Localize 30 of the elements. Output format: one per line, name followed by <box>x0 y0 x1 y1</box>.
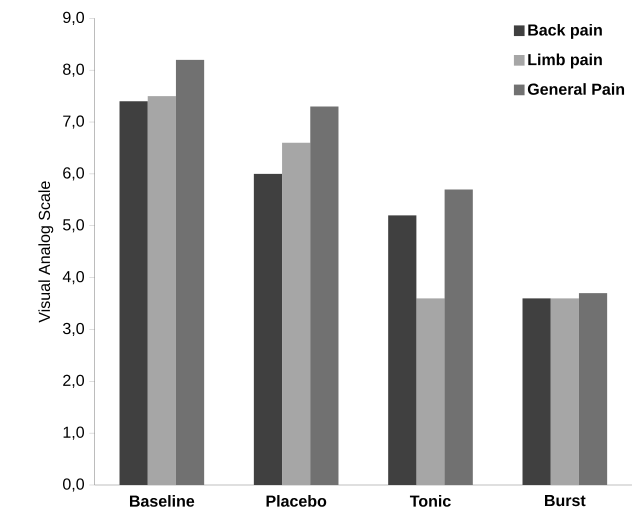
bar <box>388 215 416 485</box>
x-tick-label: Burst <box>545 494 586 506</box>
x-tick-label: Placebo <box>266 494 326 507</box>
legend-label: Limb pain <box>528 53 602 68</box>
y-tick-label: 5,0 <box>63 219 84 232</box>
bar <box>522 298 551 485</box>
y-tick-label: 8,0 <box>63 63 84 77</box>
bar <box>282 142 310 485</box>
y-tick-label: 2,0 <box>63 374 84 388</box>
bar <box>550 298 579 485</box>
y-tick-label: 7,0 <box>63 115 84 129</box>
bar <box>444 189 473 485</box>
y-tick-label: 1,0 <box>64 426 84 440</box>
bar <box>120 101 148 485</box>
bar <box>578 293 608 485</box>
x-tick-label: Tonic <box>410 494 451 507</box>
y-axis-title: Visual Analog Scale <box>38 181 54 323</box>
y-tick-label: 9,0 <box>63 12 84 25</box>
legend-label: General Pain <box>528 83 624 95</box>
bar <box>310 106 338 485</box>
legend-label: Back pain <box>528 24 602 39</box>
y-tick-label: 4,0 <box>62 270 84 284</box>
bar <box>416 298 445 485</box>
x-tick-label: Baseline <box>130 494 194 507</box>
bar <box>148 96 176 485</box>
y-tick-label: 0,0 <box>63 478 84 492</box>
y-tick-label: 6,0 <box>63 167 84 180</box>
bar <box>254 174 282 485</box>
y-tick-label: 3,0 <box>62 322 84 336</box>
bar <box>176 60 204 485</box>
